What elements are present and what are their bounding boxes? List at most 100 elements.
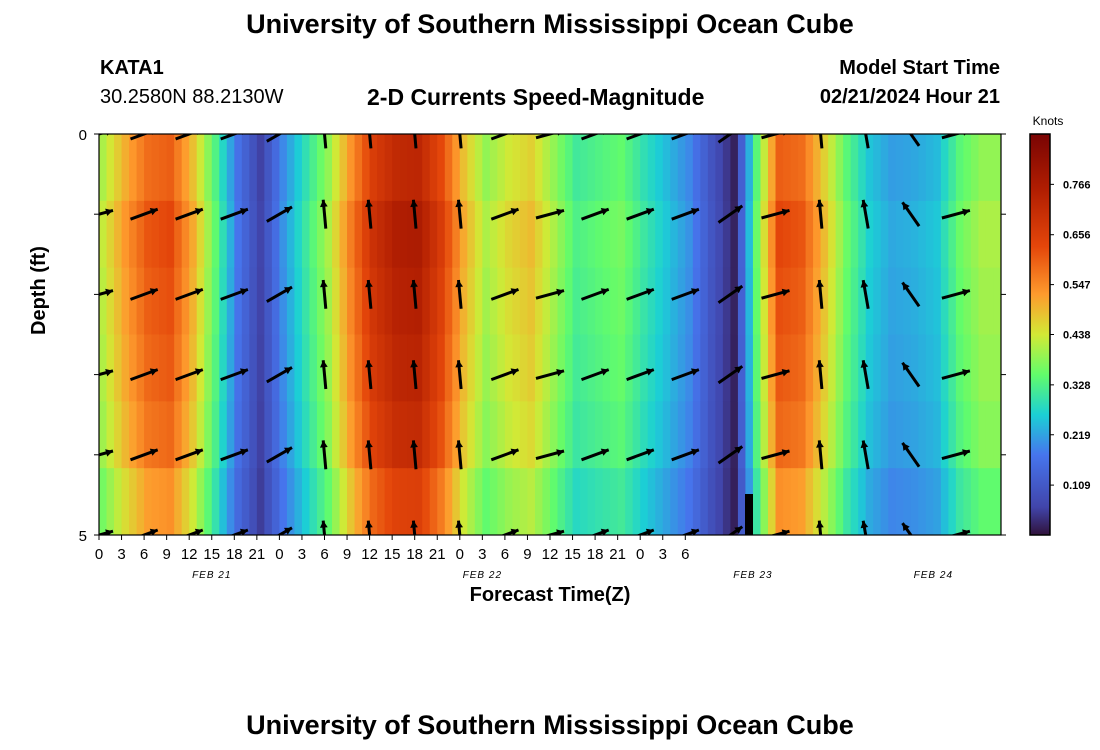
heatmap-cell: [910, 401, 919, 469]
heatmap-cell: [700, 200, 709, 269]
heatmap-cell: [595, 134, 604, 202]
current-vector-head: [902, 523, 910, 532]
heatmap-cell: [362, 200, 371, 269]
heatmap-cell: [377, 334, 386, 402]
current-vector-head: [455, 520, 463, 528]
heatmap-cell: [767, 200, 777, 269]
heatmap-cell: [309, 134, 318, 202]
heatmap-cell: [835, 267, 844, 336]
heatmap-cell: [985, 134, 995, 202]
heatmap-cell: [459, 267, 468, 336]
current-vector-head: [860, 280, 869, 288]
heatmap-cell: [332, 401, 341, 469]
x-tick-label: 21: [429, 546, 446, 563]
heatmap-cell: [542, 334, 551, 402]
heatmap-cell: [527, 200, 536, 269]
heatmap-cell: [294, 267, 303, 336]
heatmap-cell: [685, 334, 694, 402]
heatmap-cell: [324, 267, 333, 336]
current-vector-head: [962, 449, 970, 457]
heatmap-cell: [572, 267, 581, 336]
heatmap-cell: [234, 267, 243, 336]
heatmap-cell: [572, 134, 581, 202]
heatmap-cell: [572, 334, 581, 402]
current-vector: [129, 134, 149, 141]
heatmap-cell: [572, 401, 581, 469]
heatmap-cell: [444, 401, 453, 469]
heatmap-cell: [580, 401, 589, 469]
current-vector-head: [240, 368, 248, 376]
heatmap-cell: [835, 468, 844, 535]
heatmap-cell: [354, 134, 363, 202]
heatmap-cell: [722, 200, 731, 269]
heatmap-cell: [151, 200, 160, 269]
current-vector-head: [556, 369, 564, 377]
current-vector-head: [105, 288, 113, 297]
current-vector-head: [410, 199, 418, 208]
heatmap-cell: [159, 134, 168, 202]
colorbar: 0.109 0.219 0.328 0.438 0.547 0.656 0.766 Knot…: [1029, 114, 1091, 536]
heatmap-cell: [264, 200, 273, 269]
heatmap-cell: [339, 134, 348, 202]
heatmap-cell: [775, 134, 784, 202]
heatmap-cell: [820, 401, 829, 469]
heatmap-cell: [625, 334, 634, 402]
heatmap-cell: [790, 334, 799, 402]
heatmap-cell: [422, 334, 431, 402]
current-vector-head: [510, 288, 519, 296]
heatmap-cell: [414, 468, 423, 535]
current-vector-head: [240, 448, 248, 456]
heatmap-cell: [166, 200, 175, 269]
heatmap-cell: [948, 267, 957, 336]
heatmap-cell: [429, 267, 438, 336]
current-vector: [626, 134, 645, 141]
heatmap-cell: [685, 468, 694, 535]
heatmap-cell: [294, 334, 303, 402]
heatmap-cell: [249, 200, 258, 269]
heatmap-cell: [422, 134, 431, 202]
heatmap-cell: [565, 401, 574, 469]
heatmap-cell: [437, 468, 446, 535]
heatmap-cell: [309, 468, 318, 535]
heatmap-cell: [504, 134, 514, 202]
heatmap-cell: [963, 334, 972, 402]
heatmap-cell: [136, 334, 145, 402]
heatmap-cell: [211, 468, 220, 535]
current-vector-head: [320, 440, 328, 448]
heatmap-cell: [189, 200, 198, 269]
heatmap-cell: [241, 200, 250, 269]
heatmap-cell: [610, 468, 619, 535]
heatmap-cell: [264, 468, 273, 535]
x-tick-label: 0: [636, 546, 644, 563]
heatmap-cell: [219, 468, 228, 535]
heatmap-cell: [670, 334, 679, 402]
heatmap-cell: [219, 267, 228, 336]
current-vector-head: [510, 528, 519, 535]
heatmap-cell: [925, 134, 934, 202]
heatmap-cell: [392, 468, 401, 535]
heatmap-cell: [632, 401, 641, 469]
heatmap-cell: [805, 334, 814, 402]
current-vector-head: [734, 286, 743, 294]
heatmap-cell: [843, 134, 852, 202]
heatmap-cell: [467, 334, 476, 402]
heatmap-cell: [745, 267, 754, 336]
heatmap-cell: [301, 200, 311, 269]
heatmap-cell: [347, 267, 356, 336]
heatmap-cell: [174, 134, 183, 202]
heatmap-cell: [362, 134, 371, 202]
heatmap-cell: [504, 334, 514, 402]
heatmap-cell: [279, 468, 288, 535]
heatmap-cell: [534, 401, 544, 469]
heatmap-cell: [286, 134, 296, 202]
heatmap-cell: [955, 200, 965, 269]
heatmap-cell: [226, 468, 235, 535]
heatmap-cell: [422, 267, 431, 336]
heatmap-cell: [159, 468, 168, 535]
heatmap-cell: [910, 200, 919, 269]
heatmap-cell: [196, 334, 205, 402]
heatmap-cell: [384, 468, 393, 535]
heatmap-cell: [580, 468, 589, 535]
current-vector-head: [556, 529, 564, 535]
